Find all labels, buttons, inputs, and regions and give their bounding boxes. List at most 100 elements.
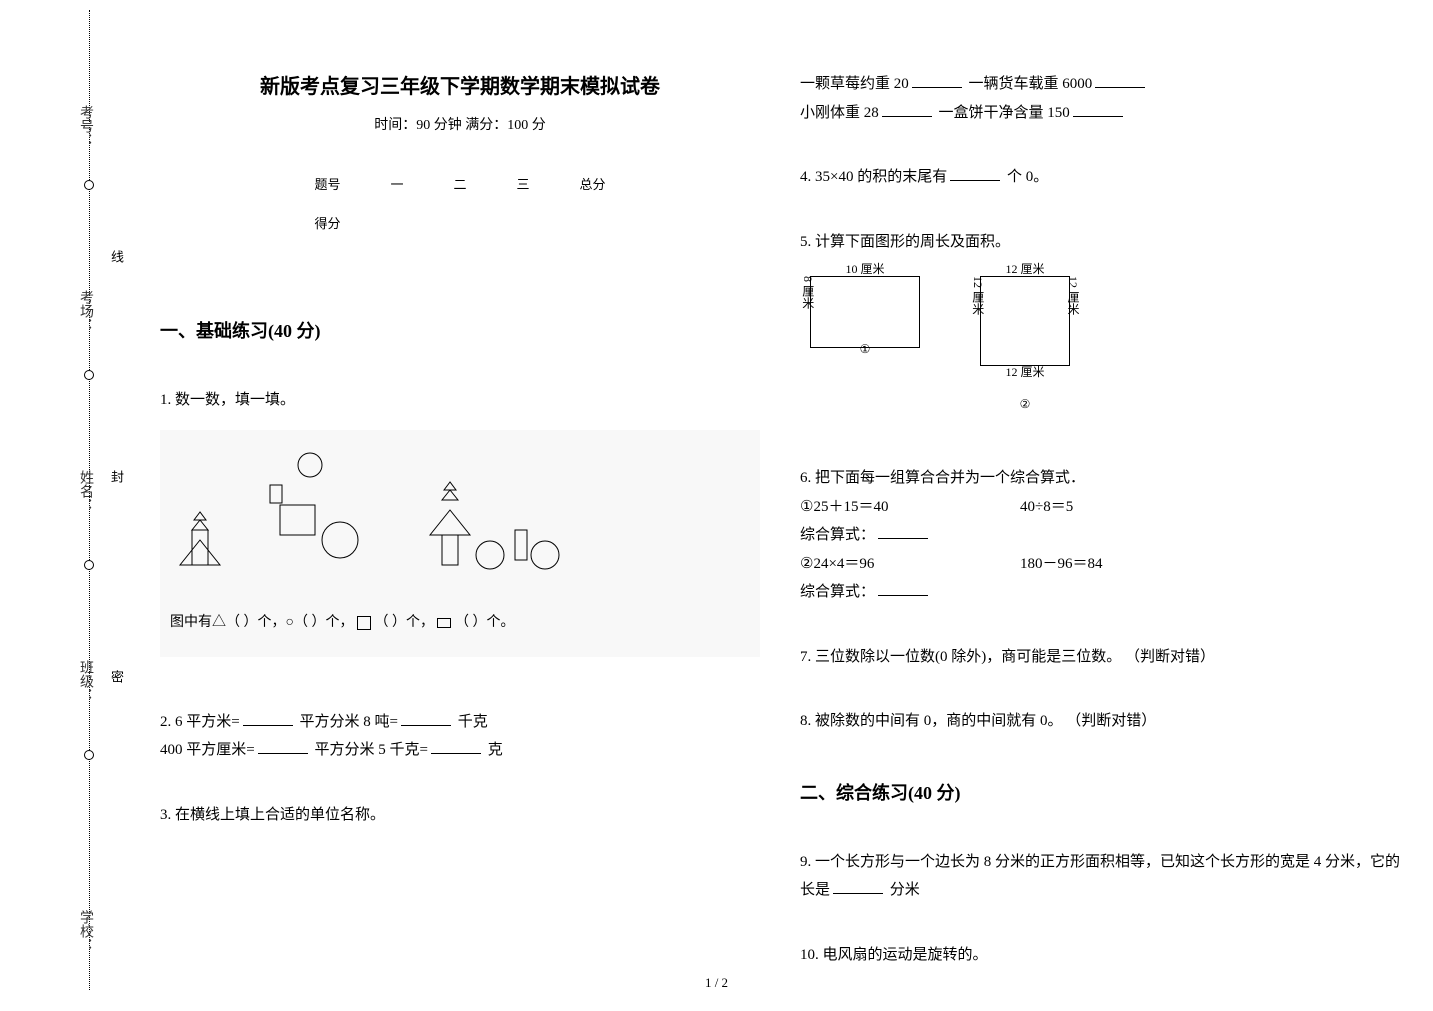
question-text: 小刚体重 28	[800, 105, 879, 121]
hole-icon	[84, 180, 94, 190]
page-number: 1 / 2	[705, 975, 728, 991]
seal-line-text: 线	[107, 250, 126, 323]
question-text: 1. 数一数，填一填。	[160, 392, 295, 408]
binding-edge: 考号： 考场： 姓名： 班级： 学校：	[75, 10, 105, 990]
question-text: 一颗草莓约重 20	[800, 76, 909, 92]
question-8: 8. 被除数的中间有 0，商的中间就有 0。 （判断对错）	[800, 707, 1400, 736]
shape-1: 10 厘米 8 厘米 ①	[810, 276, 920, 366]
blank	[401, 725, 451, 726]
question-5: 5. 计算下面图形的周长及面积。 10 厘米 8 厘米 ① 12 厘米 12 厘…	[800, 228, 1400, 397]
shapes-svg	[170, 450, 570, 590]
hole-icon	[84, 560, 94, 570]
square-icon	[980, 276, 1070, 366]
question-7: 7. 三位数除以一位数(0 除外)，商可能是三位数。 （判断对错）	[800, 643, 1400, 672]
caption-part: ）个，○（	[244, 615, 308, 630]
question-1: 1. 数一数，填一填。	[160, 386, 760, 672]
binding-label-exam-id: 考号：	[75, 105, 95, 147]
calc-item: 180－96＝84	[1020, 550, 1240, 579]
label: 综合算式：	[800, 584, 875, 600]
binding-label-school: 学校：	[75, 910, 95, 952]
question-9: 9. 一个长方形与一个边长为 8 分米的正方形面积相等，已知这个长方形的宽是 4…	[800, 848, 1400, 905]
score-header: 题号	[289, 164, 365, 203]
score-table: 题号 一 二 三 总分 得分	[289, 164, 630, 242]
question-text: 一辆货车载重 6000	[969, 76, 1093, 92]
blank	[243, 725, 293, 726]
question-text: 4. 35×40 的积的末尾有	[800, 169, 947, 185]
section-title: 一、基础练习(40 分)	[160, 317, 760, 343]
calc-group: ①25＋15＝40 40÷8＝5	[800, 493, 1400, 522]
shape-number: ①	[810, 338, 920, 361]
question-text: 克	[488, 742, 503, 758]
table-row: 题号 一 二 三 总分	[289, 164, 630, 203]
calc-item: ②24×4＝96	[800, 550, 1020, 579]
question-text: 千克	[458, 714, 488, 730]
question-text: 一盒饼干净含量 150	[939, 105, 1070, 121]
score-header: 二	[428, 164, 491, 203]
shape-label: 12 厘米	[980, 361, 1070, 384]
shape-2: 12 厘米 12 厘米 12 厘米 12 厘米 ②	[980, 276, 1070, 366]
question-text: 3. 在横线上填上合适的单位名称。	[160, 807, 385, 823]
left-column: 新版考点复习三年级下学期数学期末模拟试卷 时间：90 分钟 满分：100 分 题…	[160, 70, 760, 987]
rectangle-icon	[810, 276, 920, 348]
page-title: 新版考点复习三年级下学期数学期末模拟试卷	[160, 70, 760, 99]
question-4: 4. 35×40 的积的末尾有 个 0。	[800, 163, 1400, 192]
question-text: 400 平方厘米=	[160, 742, 255, 758]
calc-group: ②24×4＝96 180－96＝84	[800, 550, 1400, 579]
blank	[878, 595, 928, 596]
question-2: 2. 6 平方米= 平方分米 8 吨= 千克 400 平方厘米= 平方分米 5 …	[160, 708, 760, 765]
blank	[1095, 87, 1145, 88]
blank	[1073, 116, 1123, 117]
score-header: 总分	[555, 164, 631, 203]
binding-label-room: 考场：	[75, 290, 95, 332]
question-3: 3. 在横线上填上合适的单位名称。	[160, 801, 760, 830]
question-text: 2. 6 平方米=	[160, 714, 240, 730]
caption-part: ）个。	[472, 615, 514, 630]
blank	[878, 538, 928, 539]
score-header: 三	[492, 164, 555, 203]
shape-label: 12 厘米	[966, 276, 989, 366]
caption-part: ）个，	[392, 615, 434, 630]
question-text: 6. 把下面每一组算合合并为一个综合算式．	[800, 470, 1085, 486]
geometry-shapes: 10 厘米 8 厘米 ① 12 厘米 12 厘米 12 厘米 12 厘米 ②	[810, 276, 1400, 366]
blank	[833, 893, 883, 894]
table-row: 得分	[289, 203, 630, 242]
question-text: 个 0。	[1007, 169, 1048, 185]
question-6: 6. 把下面每一组算合合并为一个综合算式． ①25＋15＝40 40÷8＝5 综…	[800, 464, 1400, 607]
binding-label-class: 班级：	[75, 660, 95, 702]
blank	[912, 87, 962, 88]
shape-number: ②	[980, 393, 1070, 416]
blank	[882, 116, 932, 117]
calc-item: ①25＋15＝40	[800, 493, 1020, 522]
caption: 图中有△（ ）个，○（ ）个， （ ）个， （ ）个。	[170, 610, 750, 637]
shape-label: 12 厘米	[980, 258, 1070, 281]
label: 综合算式：	[800, 527, 875, 543]
hole-icon	[84, 370, 94, 380]
rectangle-icon	[357, 616, 371, 630]
blank	[950, 180, 1000, 181]
caption-part: 图中有△（	[170, 615, 240, 630]
caption-part: （	[455, 615, 469, 630]
page-subtitle: 时间：90 分钟 满分：100 分	[160, 114, 760, 134]
question-text: 分米	[890, 882, 920, 898]
caption-part: （	[374, 615, 388, 630]
section-title: 二、综合练习(40 分)	[800, 779, 1400, 805]
shape-label: 12 厘米	[1061, 276, 1084, 366]
blank	[258, 753, 308, 754]
question-text: 平方分米 8 吨=	[299, 714, 397, 730]
binding-label-name: 姓名：	[75, 470, 95, 512]
question-10: 10. 电风扇的运动是旋转的。	[800, 941, 1400, 970]
question-3-cont: 一颗草莓约重 20 一辆货车载重 6000 小刚体重 28 一盒饼干净含量 15…	[800, 70, 1400, 127]
question-text: 5. 计算下面图形的周长及面积。	[800, 234, 1010, 250]
seal-line-text: 封	[107, 470, 126, 483]
caption-part: ）个，	[311, 615, 353, 630]
blank	[431, 753, 481, 754]
question-text: 平方分米 5 千克=	[314, 742, 427, 758]
content-area: 新版考点复习三年级下学期数学期末模拟试卷 时间：90 分钟 满分：100 分 题…	[160, 70, 1400, 987]
shapes-illustration: 图中有△（ ）个，○（ ）个， （ ）个， （ ）个。	[160, 430, 760, 657]
shape-label: 10 厘米	[810, 258, 920, 281]
right-column: 一颗草莓约重 20 一辆货车载重 6000 小刚体重 28 一盒饼干净含量 15…	[800, 70, 1400, 987]
square-icon	[437, 618, 451, 628]
calc-item: 40÷8＝5	[1020, 493, 1240, 522]
seal-line-text: 密	[107, 670, 126, 683]
score-header: 一	[365, 164, 428, 203]
